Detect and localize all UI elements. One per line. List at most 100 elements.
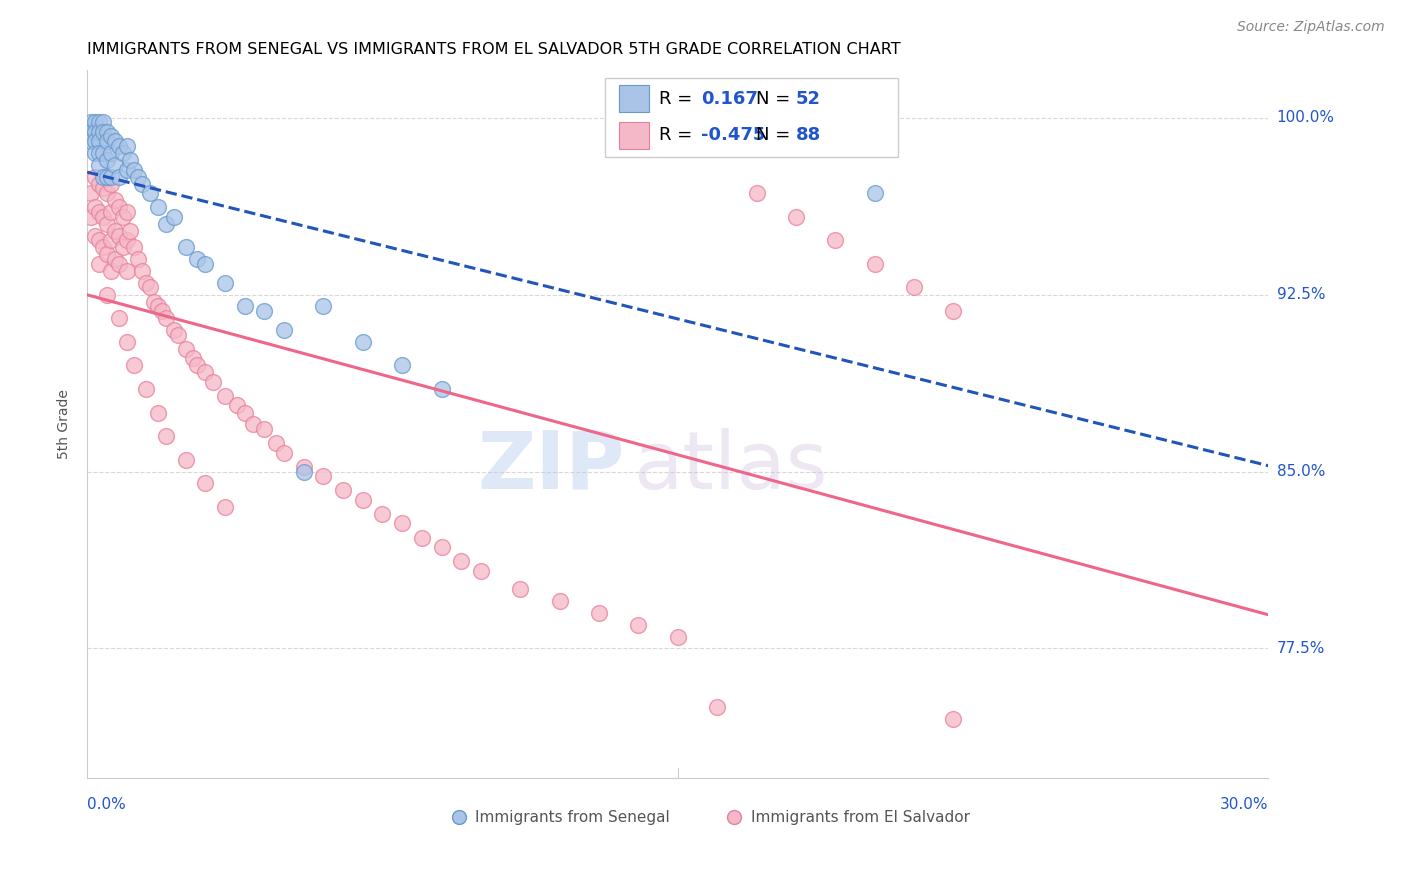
Y-axis label: 5th Grade: 5th Grade [58, 390, 72, 459]
Point [312, 299, 335, 313]
Point [253, 304, 276, 318]
Point [124, 162, 146, 177]
Text: 52: 52 [796, 90, 821, 108]
Point [292, 459, 315, 474]
Point [115, 162, 138, 177]
Point [371, 507, 394, 521]
Point [100, 205, 122, 219]
Point [163, 323, 186, 337]
Point [100, 129, 122, 144]
Point [745, 186, 768, 200]
Point [100, 146, 122, 161]
Point [115, 334, 138, 349]
Point [666, 630, 689, 644]
Point [174, 342, 197, 356]
Point [214, 276, 236, 290]
Point [131, 264, 153, 278]
Point [107, 257, 129, 271]
Text: IMMIGRANTS FROM SENEGAL VS IMMIGRANTS FROM EL SALVADOR 5TH GRADE CORRELATION CHA: IMMIGRANTS FROM SENEGAL VS IMMIGRANTS FR… [87, 42, 901, 57]
Point [174, 240, 197, 254]
Point [411, 531, 433, 545]
Point [100, 177, 122, 191]
Point [91, 210, 114, 224]
Point [115, 233, 138, 247]
Point [352, 334, 374, 349]
Point [135, 382, 157, 396]
Text: R =: R = [659, 90, 697, 108]
Point [111, 210, 134, 224]
Text: atlas: atlas [633, 428, 827, 506]
Point [135, 276, 157, 290]
Point [84, 146, 107, 161]
Point [87, 158, 110, 172]
Point [194, 476, 217, 491]
Text: 0.0%: 0.0% [87, 797, 127, 812]
Point [87, 125, 110, 139]
Point [706, 139, 728, 153]
Point [96, 287, 118, 301]
Point [146, 200, 169, 214]
Point [87, 115, 110, 129]
Text: 0.167: 0.167 [702, 90, 758, 108]
Point [166, 327, 188, 342]
Point [84, 134, 107, 148]
Point [96, 186, 118, 200]
Point [903, 280, 925, 294]
Point [87, 146, 110, 161]
Point [80, 125, 103, 139]
Point [143, 294, 166, 309]
Text: N =: N = [756, 127, 796, 145]
Point [183, 351, 205, 366]
Point [214, 500, 236, 514]
Point [548, 594, 571, 608]
Point [155, 217, 177, 231]
Point [233, 405, 256, 419]
Point [87, 134, 110, 148]
Point [104, 224, 127, 238]
Point [391, 516, 413, 531]
Point [186, 359, 208, 373]
Point [104, 252, 127, 267]
Point [253, 422, 276, 436]
Point [233, 299, 256, 313]
Point [104, 134, 127, 148]
Point [450, 554, 472, 568]
Point [111, 146, 134, 161]
Text: -0.475: -0.475 [702, 127, 766, 145]
Point [96, 134, 118, 148]
Point [91, 240, 114, 254]
Point [155, 429, 177, 443]
FancyBboxPatch shape [619, 86, 650, 112]
Point [115, 205, 138, 219]
Point [273, 323, 295, 337]
Point [80, 186, 103, 200]
Point [120, 153, 142, 167]
Point [332, 483, 354, 498]
Point [111, 240, 134, 254]
Point [150, 304, 173, 318]
Point [785, 210, 807, 224]
Point [292, 465, 315, 479]
Point [84, 228, 107, 243]
Point [115, 139, 138, 153]
Text: R =: R = [659, 127, 697, 145]
Point [352, 492, 374, 507]
Point [91, 181, 114, 195]
Text: 88: 88 [796, 127, 821, 145]
Point [84, 125, 107, 139]
Point [509, 582, 531, 597]
Point [942, 304, 965, 318]
Point [120, 224, 142, 238]
Point [430, 382, 453, 396]
Point [124, 359, 146, 373]
Point [127, 252, 149, 267]
FancyBboxPatch shape [605, 78, 897, 157]
Point [139, 280, 162, 294]
Point [146, 299, 169, 313]
Point [186, 252, 208, 267]
Point [107, 169, 129, 184]
Point [80, 115, 103, 129]
Point [124, 240, 146, 254]
Point [863, 186, 886, 200]
Point [139, 186, 162, 200]
